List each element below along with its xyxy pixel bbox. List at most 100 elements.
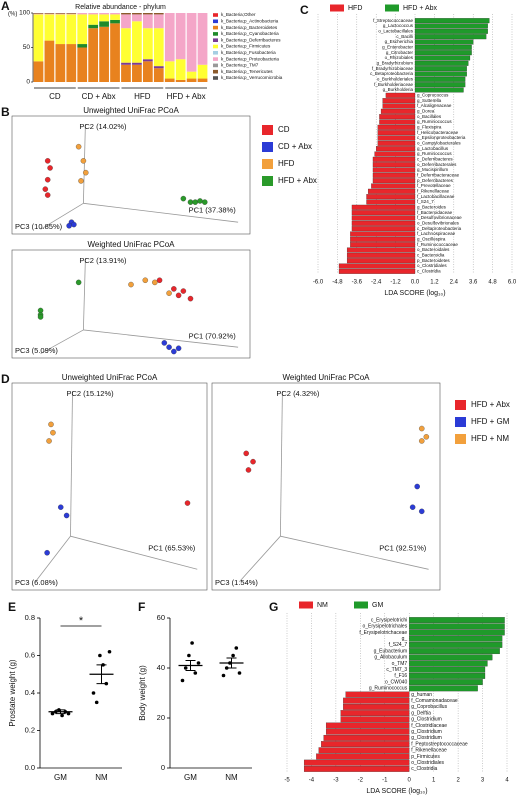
legend-swatch bbox=[213, 13, 218, 17]
taxon-label: o_Clostridiales bbox=[411, 760, 444, 766]
point bbox=[75, 279, 82, 286]
taxon-label: f_Rikenellaceae bbox=[411, 748, 447, 754]
axis-line bbox=[83, 329, 239, 348]
taxon-label: o_Campylobacterales bbox=[417, 141, 461, 146]
lda-bar bbox=[409, 654, 493, 661]
legend-swatch bbox=[213, 32, 218, 36]
legend-swatch bbox=[262, 176, 273, 186]
x-tick-label: -3 bbox=[333, 778, 339, 784]
y-tick-label: 0 bbox=[26, 79, 30, 86]
point bbox=[48, 421, 54, 428]
taxon-label: c_Clostridia bbox=[417, 269, 441, 274]
axis-line bbox=[35, 535, 71, 582]
plot-frame bbox=[211, 382, 441, 591]
taxon-label: g_Mucispirillum bbox=[417, 167, 448, 172]
lda-bar bbox=[409, 672, 486, 679]
legend-swatch bbox=[213, 63, 218, 68]
point bbox=[161, 340, 168, 346]
legend-swatch bbox=[330, 4, 344, 12]
axis-label: PC2 (15.12%) bbox=[67, 389, 115, 398]
plot-frame bbox=[11, 382, 208, 591]
lda-bar bbox=[414, 71, 467, 77]
taxon-label: g_Delftia bbox=[411, 710, 431, 716]
legend-label: HFD + Abx bbox=[471, 400, 510, 409]
x-tick-label: -2.4 bbox=[371, 280, 382, 286]
lda-bar bbox=[414, 44, 472, 50]
point bbox=[91, 691, 96, 695]
point bbox=[50, 711, 55, 716]
taxon-label: p_Deferribacteres bbox=[417, 178, 454, 183]
taxon-label: f_Clostridiaceae bbox=[411, 723, 447, 729]
lda-bar bbox=[377, 135, 416, 141]
point bbox=[78, 178, 84, 184]
x-tick-label: 2.4 bbox=[450, 280, 459, 286]
x-tick-label: 3.6 bbox=[469, 280, 478, 286]
y-tick-label: 0.4 bbox=[25, 688, 35, 697]
lda-bar bbox=[414, 76, 466, 82]
taxon-label: g_Oscillospira bbox=[417, 237, 446, 242]
taxon-label: o_Clostridiales bbox=[417, 263, 447, 268]
taxon-label: o_Bacillales bbox=[417, 114, 442, 119]
legend-swatch bbox=[455, 400, 466, 410]
legend-swatch bbox=[299, 601, 313, 609]
legend-label: k_Bacteria;p_Bacteroidetes bbox=[221, 25, 278, 30]
legend-label: HFD + NM bbox=[471, 434, 509, 443]
taxon-label: f_Rikenellaceae bbox=[417, 189, 450, 194]
bar-segment bbox=[186, 13, 197, 72]
taxon-label: g_Sutterella bbox=[417, 98, 442, 103]
axis-label: PC1 (37.38%) bbox=[189, 205, 237, 214]
y-tick-label: 0.0 bbox=[25, 763, 35, 772]
lda-bar bbox=[372, 162, 416, 168]
axis-label: PC1 (70.92%) bbox=[189, 331, 237, 340]
bar-segment bbox=[88, 13, 99, 15]
point bbox=[250, 458, 256, 465]
taxon-label: c_Epsilonproteobacteria bbox=[417, 135, 466, 140]
bar-segment bbox=[66, 14, 77, 45]
taxon-label: p_Bacteroidetes bbox=[417, 258, 450, 263]
point bbox=[180, 678, 185, 683]
point bbox=[66, 711, 71, 716]
lda-bar bbox=[303, 759, 410, 766]
taxon-label: g_Coprococcus bbox=[417, 93, 449, 98]
bar-segment bbox=[121, 28, 131, 63]
point bbox=[171, 348, 177, 355]
taxon-label: g_Coprobacillus bbox=[411, 704, 447, 710]
point bbox=[80, 158, 87, 164]
point bbox=[192, 199, 199, 205]
taxon-label: g_human bbox=[411, 692, 432, 698]
point bbox=[44, 158, 51, 164]
legend-label: CD + Abx bbox=[278, 142, 312, 151]
point bbox=[419, 508, 425, 515]
taxon-label: o_Desulfovibrionales bbox=[417, 221, 460, 226]
lda-bar bbox=[409, 617, 505, 624]
legend-label: k_Bacteria;p_Proteobacteria bbox=[221, 56, 279, 61]
bar-segment bbox=[77, 44, 88, 48]
lda-bar bbox=[351, 204, 416, 210]
legend-label: HFD + GM bbox=[471, 417, 510, 426]
y-tick-label: 60 bbox=[157, 613, 165, 622]
bar-segment bbox=[110, 23, 120, 83]
taxon-label: f_Streptococcaceae bbox=[373, 18, 413, 23]
y-tick-label: 100 bbox=[19, 10, 30, 17]
lda-bar bbox=[409, 666, 486, 673]
taxon-label: g_Lactobacillus bbox=[417, 146, 449, 151]
legend-swatch bbox=[213, 38, 218, 42]
taxon-label: o_Erysipelotrichales bbox=[362, 624, 407, 630]
panel-letter: G bbox=[269, 600, 278, 614]
lda-bar bbox=[318, 747, 410, 754]
x-tick-label: NM bbox=[95, 773, 108, 782]
bar-segment bbox=[121, 13, 131, 15]
point bbox=[63, 512, 70, 519]
taxon-label: o_TM7 bbox=[392, 661, 408, 667]
legend-label: HFD bbox=[278, 159, 295, 168]
taxon-label: c_Bacteroidia bbox=[417, 253, 445, 258]
legend-label: k_Bacteria;p_Verrucomicrobia bbox=[221, 75, 283, 80]
lda-bar bbox=[377, 140, 416, 146]
lda-bar bbox=[414, 55, 471, 61]
taxon-label: g_ bbox=[402, 636, 408, 642]
x-tick-label: GM bbox=[54, 773, 67, 782]
legend-swatch bbox=[213, 69, 218, 74]
bar-segment bbox=[99, 21, 109, 27]
legend-swatch bbox=[213, 76, 218, 80]
taxon-label: c_Betaproteobacteria bbox=[370, 71, 413, 76]
